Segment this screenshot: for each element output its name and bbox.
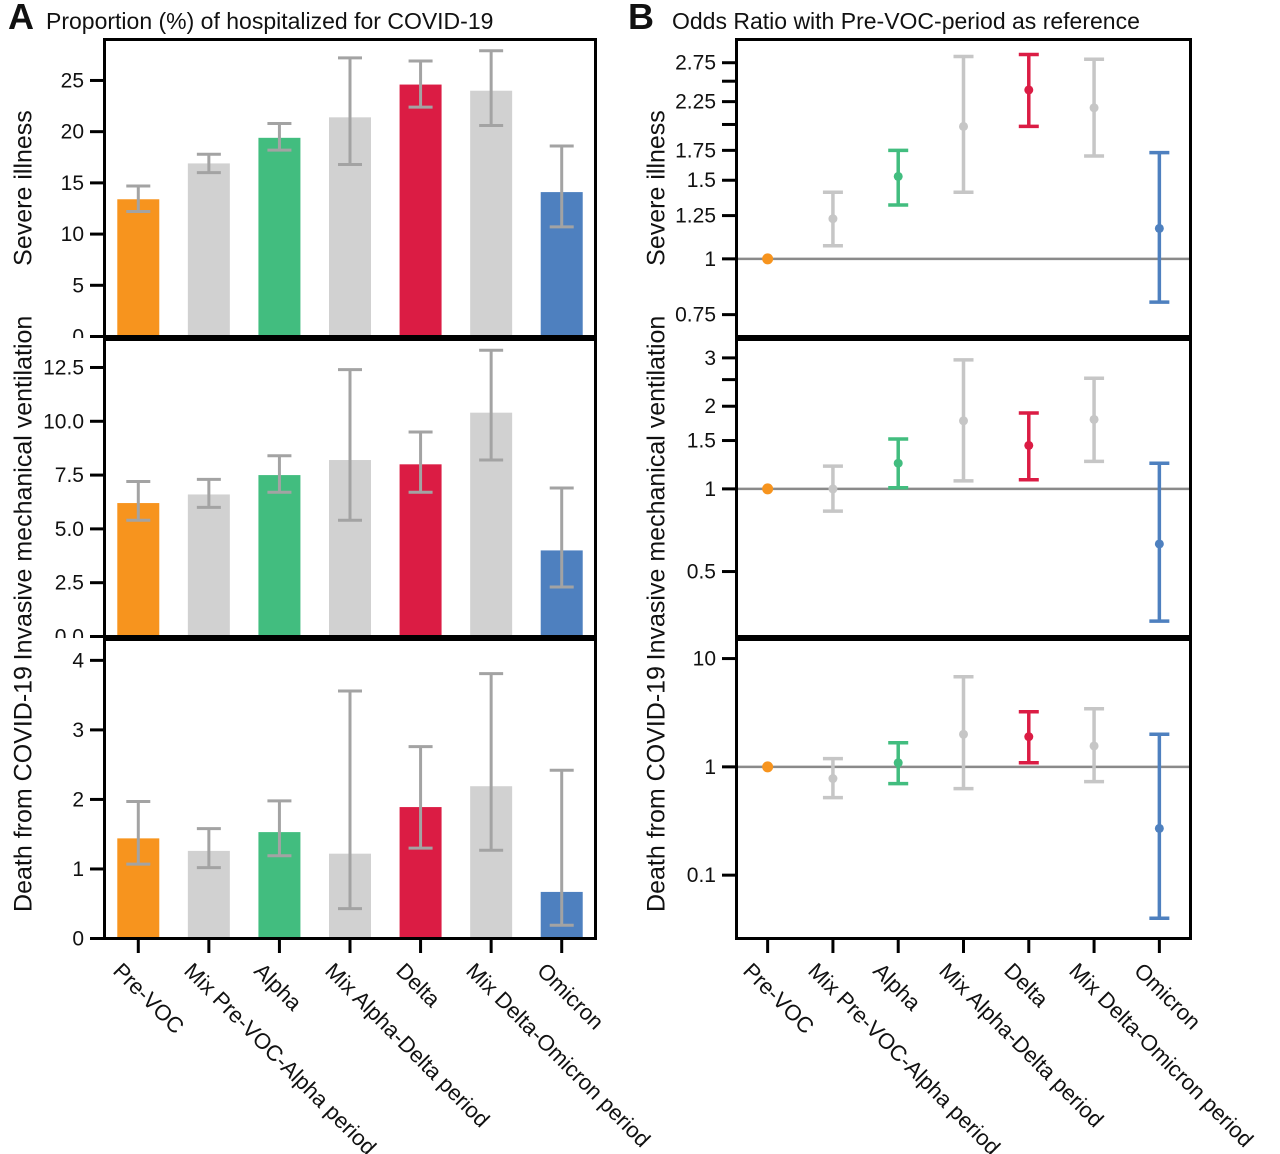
y-tick-label: 1 [72,858,84,881]
y-tick-label: 0 [72,928,84,951]
bar [117,503,160,637]
point [959,121,968,131]
y-tick-label: 15 [61,172,84,195]
y-tick-label: 0.75 [675,304,716,327]
y-tick-label: 3 [704,347,716,370]
y-tick-label: 5 [72,274,84,297]
y-tick-label: 2 [72,788,84,811]
point [959,729,968,739]
point [1089,103,1099,113]
point [959,416,968,426]
y-tick-label: 2.5 [55,572,84,595]
x-tick-label: Pre-VOC [737,958,819,1039]
plot-svg: 25 20 15 10 5 0 [61,38,597,349]
point [828,484,838,494]
panel-b-title: Odds Ratio with Pre-VOC-period as refere… [672,8,1140,34]
point [1024,440,1034,450]
y-axis-label-a-death: Death from COVID-19 [9,666,38,912]
point [1154,539,1164,549]
plot-svg: 2.75 2.25 1.75 1.5 1.25 1 0.75 [675,38,1192,338]
chart-b-death: 10 1 0.1 [670,638,1194,961]
y-tick-label: 1 [704,756,716,779]
point [1089,414,1099,424]
bar [117,199,160,337]
y-tick-label: 0 [72,326,84,339]
y-tick-label: 0.0 [55,626,84,639]
point [1024,85,1034,95]
x-tick-label: Delta [999,958,1054,1012]
y-tick-label: 12.5 [43,356,84,379]
bar [258,475,301,637]
y-axis-label-a-imv: Invasive mechanical ventilation [9,315,38,661]
y-tick-label: 3 [72,719,84,742]
chart-b-severe-illness: 2.75 2.25 1.75 1.5 1.25 1 0.75 [670,38,1194,343]
y-tick-label: 0.5 [687,561,716,584]
y-tick-label: 1.5 [687,169,716,192]
y-axis-label-b-death: Death from COVID-19 [642,666,671,912]
y-axis-label-b-severe: Severe illness [642,110,671,266]
y-tick-label: 1.75 [675,139,716,162]
y-tick-label: 2 [704,395,716,418]
chart-b-invasive-ventilation: 3 2 1.5 1 0.5 [670,338,1194,643]
y-axis-label-a-severe: Severe illness [9,110,38,266]
chart-a-severe-illness: 25 20 15 10 5 0 [38,38,599,349]
y-tick-label: 4 [72,649,84,672]
y-tick-label: 10 [61,223,84,246]
y-tick-label: 2.25 [675,91,716,114]
x-tick-label: Alpha [249,958,308,1016]
point [762,761,774,773]
plot-svg: 3 2 1.5 1 0.5 [687,338,1192,638]
chart-a-invasive-ventilation: 12.5 10.0 7.5 5.0 2.5 0.0 [38,338,599,649]
y-tick-label: 10 [693,648,716,671]
bar [187,494,230,637]
panel-a-letter: A [8,0,34,37]
point [762,253,774,265]
plot-svg: 10 1 0.1 [687,638,1192,953]
y-tick-label: 1 [704,248,716,271]
y-tick-label: 1.5 [687,430,716,453]
plot-border [735,638,1192,940]
chart-a-death: 4 3 2 1 0 [38,638,599,961]
plot-svg: 12.5 10.0 7.5 5.0 2.5 0.0 [43,338,597,649]
plot-border [735,338,1192,638]
plot-border [735,38,1192,338]
point [1154,223,1164,233]
y-tick-label: 5.0 [55,518,84,541]
plot-svg: 4 3 2 1 0 [72,638,597,953]
point [828,774,838,784]
x-tick-label: Pre-VOC [108,958,190,1039]
point [1089,741,1099,751]
y-tick-label: 10.0 [43,410,84,433]
plot-border [103,38,597,338]
x-tick-label: Delta [390,958,445,1012]
point [762,483,774,495]
plot-border [103,338,597,638]
y-tick-label: 1 [704,478,716,501]
bar [399,84,442,337]
point [828,214,838,224]
point [893,758,903,768]
y-axis-label-b-imv: Invasive mechanical ventilation [642,315,671,661]
point [1154,823,1164,833]
y-tick-label: 0.1 [687,864,716,887]
bar [470,90,513,337]
y-tick-label: 20 [61,121,84,144]
y-tick-label: 2.75 [675,52,716,75]
x-tick-label: Alpha [868,958,926,1016]
y-tick-label: 25 [61,69,84,92]
point [1024,732,1034,742]
panel-a-title: Proportion (%) of hospitalized for COVID… [46,8,494,34]
y-tick-label: 1.25 [675,205,716,228]
point [893,458,903,468]
plot-border [103,638,597,940]
point [893,171,903,181]
panel-b-letter: B [628,0,654,37]
bar [258,137,301,337]
y-tick-label: 7.5 [55,464,84,487]
bar [187,163,230,337]
